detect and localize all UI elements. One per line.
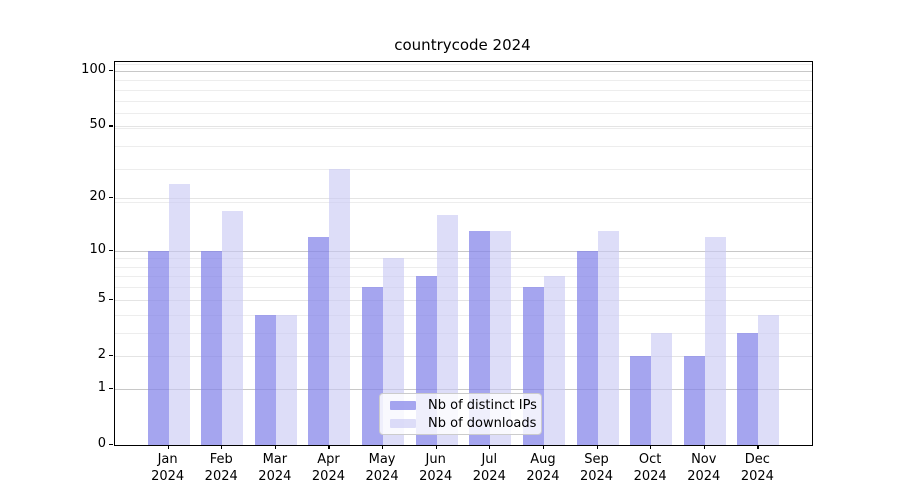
bar-distinct-ips-may (362, 287, 384, 445)
x-tick-mark (489, 445, 491, 449)
y-tick-mark (109, 354, 113, 357)
gridline-minor (115, 314, 812, 316)
y-tick-label: 100 (81, 61, 106, 77)
legend-label-distinct-ips: Nb of distinct IPs (428, 397, 537, 413)
gridline-minor (115, 266, 812, 268)
x-tick-mark (435, 445, 437, 449)
bar-distinct-ips-dec (737, 332, 759, 445)
x-tick-label: Oct 2024 (633, 452, 667, 484)
y-tick-label: 20 (89, 189, 106, 205)
gridline-labeled (115, 198, 812, 200)
bar-downloads-feb (222, 210, 244, 445)
bar-downloads-dec (758, 314, 780, 445)
x-tick-label: May 2024 (365, 452, 399, 484)
y-tick-label: 10 (89, 241, 106, 257)
plot-area (114, 61, 813, 446)
x-tick-mark (650, 445, 652, 449)
y-tick-mark (109, 197, 113, 199)
x-tick-mark (274, 445, 277, 449)
y-tick-label: 2 (97, 346, 106, 362)
gridline-minor (115, 113, 812, 115)
gridline-major (115, 70, 812, 72)
bar-downloads-aug (543, 276, 565, 445)
bar-distinct-ips-feb (201, 250, 223, 445)
x-tick-label: Nov 2024 (687, 452, 721, 484)
x-tick-mark (703, 445, 705, 449)
gridline-minor (115, 89, 812, 91)
gridline-minor (115, 100, 812, 102)
bar-distinct-ips-mar (254, 314, 276, 445)
x-tick-label: Jan 2024 (151, 452, 185, 484)
x-tick-mark (328, 445, 330, 449)
gridline-major (115, 250, 812, 252)
gridline-minor (115, 169, 812, 171)
bar-downloads-oct (651, 332, 673, 445)
bar-downloads-nov (704, 237, 726, 445)
legend-swatch-distinct-ips-icon (390, 400, 416, 410)
legend-item-distinct-ips: Nb of distinct IPs (386, 397, 537, 413)
gridline-labeled (115, 126, 812, 128)
bar-distinct-ips-jul (469, 231, 491, 445)
x-tick-label: Mar 2024 (258, 452, 292, 484)
bar-distinct-ips-oct (630, 355, 652, 445)
y-tick-mark (109, 444, 113, 446)
x-tick-mark (757, 445, 759, 449)
x-tick-label: Aug 2024 (526, 452, 560, 484)
bar-downloads-jun (436, 215, 458, 445)
y-tick-label: 50 (89, 117, 106, 133)
bar-downloads-apr (329, 169, 351, 445)
gridline-minor (115, 276, 812, 278)
x-tick-label: Sep 2024 (579, 452, 614, 484)
bar-downloads-mar (275, 314, 297, 445)
bar-distinct-ips-apr (308, 237, 330, 445)
x-tick-label: Jul 2024 (472, 452, 506, 484)
bar-distinct-ips-nov (683, 355, 705, 445)
y-tick-mark (109, 69, 113, 72)
gridline-minor (115, 258, 812, 260)
legend-swatch-downloads-icon (390, 418, 416, 428)
legend-item-downloads: Nb of downloads (386, 415, 537, 431)
gridline-minor (115, 127, 812, 129)
bar-distinct-ips-sep (576, 250, 598, 445)
gridline-minor (115, 332, 812, 334)
gridline-minor (115, 80, 812, 82)
x-tick-label: Dec 2024 (740, 452, 774, 484)
gridline-minor (115, 287, 812, 289)
bar-downloads-sep (597, 231, 619, 445)
x-tick-mark (542, 445, 545, 449)
y-tick-label: 0 (97, 436, 106, 451)
y-tick-label: 5 (97, 290, 106, 306)
bar-distinct-ips-jan (147, 250, 169, 445)
x-tick-mark (596, 445, 598, 449)
bar-downloads-jan (168, 184, 190, 445)
gridline-labeled (115, 355, 812, 357)
chart-title: countrycode 2024 (394, 36, 531, 54)
gridline-minor (115, 64, 812, 66)
x-tick-mark (221, 445, 223, 449)
y-tick-mark (109, 387, 113, 389)
gridline-minor (115, 146, 812, 148)
y-tick-mark (109, 249, 113, 251)
gridline-labeled (115, 299, 812, 301)
legend-label-downloads: Nb of downloads (428, 415, 537, 431)
x-tick-mark (167, 445, 169, 449)
bar-downloads-jul (490, 231, 512, 445)
y-tick-mark (109, 125, 113, 127)
gridline-minor (115, 202, 812, 204)
x-tick-label: Apr 2024 (311, 452, 345, 484)
x-tick-label: Jun 2024 (419, 452, 453, 484)
grid-layer (115, 62, 812, 445)
x-tick-label: Feb 2024 (204, 452, 238, 484)
y-tick-mark (109, 298, 113, 300)
y-tick-label: 1 (97, 379, 106, 395)
x-tick-mark (382, 445, 384, 449)
legend: Nb of distinct IPs Nb of downloads (379, 393, 542, 435)
bar-layer (115, 62, 812, 445)
gridline-major (115, 388, 812, 390)
